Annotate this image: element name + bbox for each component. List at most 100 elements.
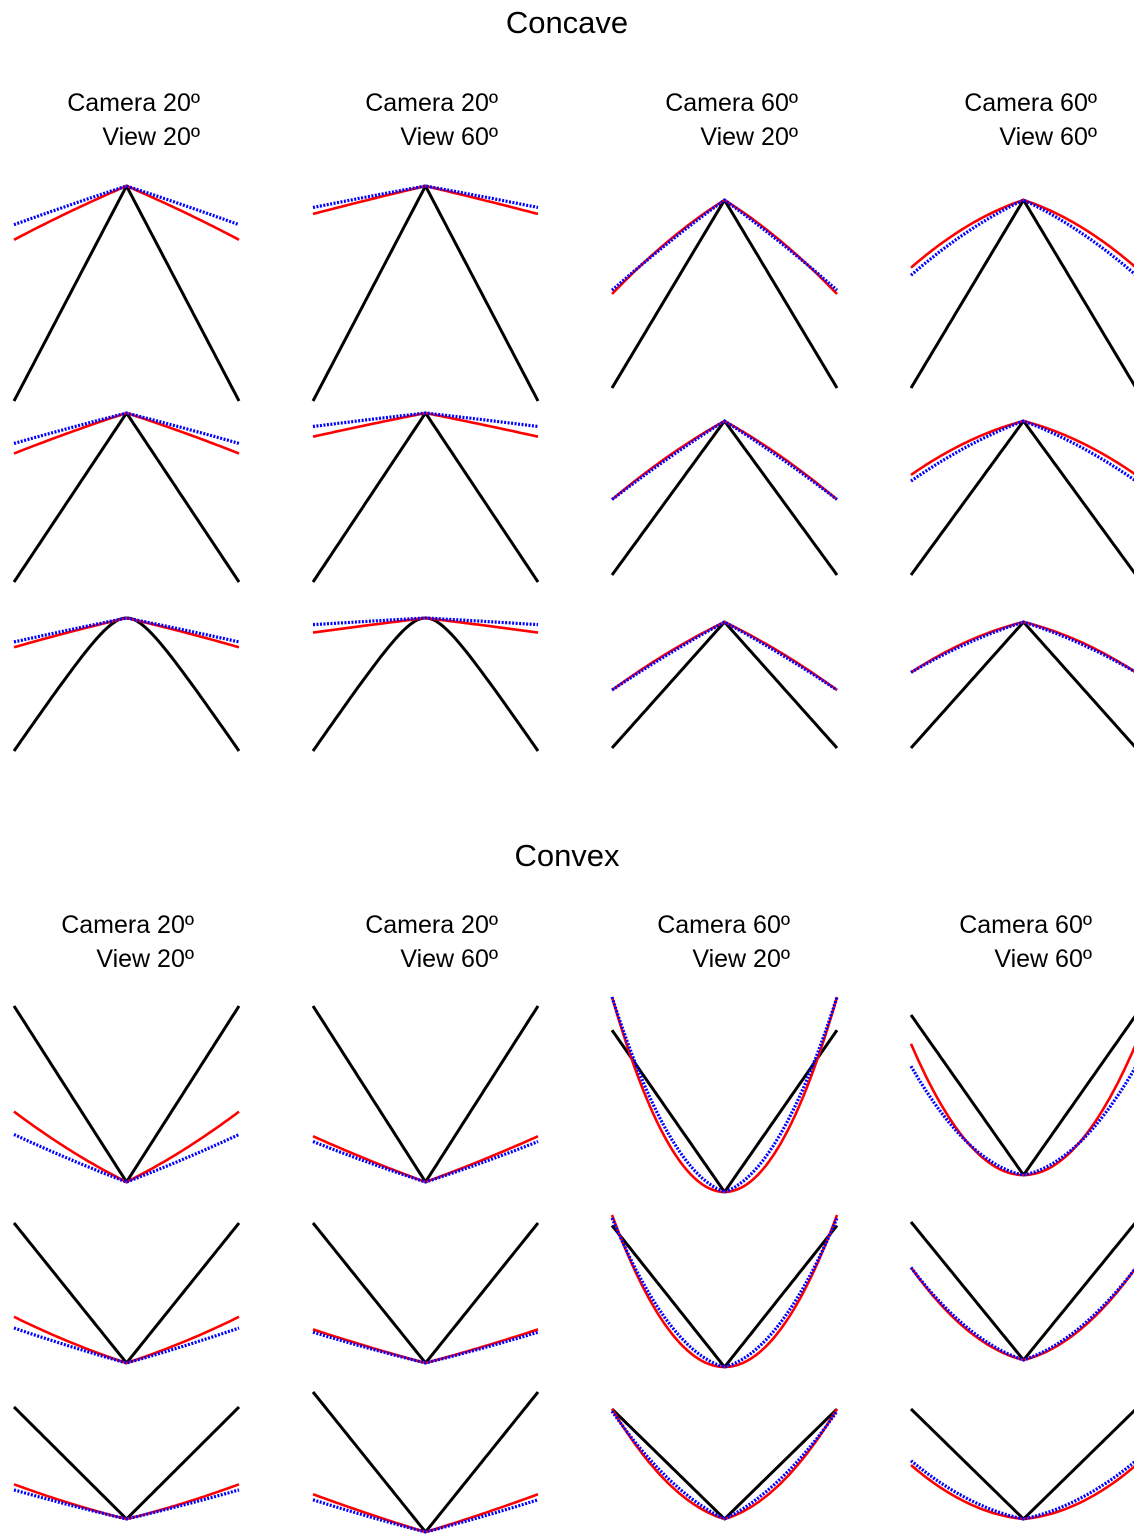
camera-label: Camera 20º	[61, 911, 194, 939]
view-label: View 20º	[700, 123, 798, 151]
measured-line	[610, 1217, 839, 1369]
model-line	[13, 616, 240, 649]
convex-title: Convex	[514, 838, 620, 873]
measured-line	[611, 419, 838, 501]
view-label: View 60º	[400, 945, 498, 973]
concave-title: Concave	[505, 5, 629, 40]
panel-convex-r2-c4	[909, 1221, 1134, 1362]
reference-line	[610, 1224, 839, 1369]
panel-concave-r2-c4	[909, 419, 1134, 576]
measured-line	[13, 411, 240, 445]
model-line	[610, 996, 839, 1194]
concave-col-header-1: Camera 20º View 20º	[0, 86, 200, 154]
concave-col-header-3: Camera 60º View 20º	[538, 86, 798, 154]
model-line	[13, 1483, 240, 1521]
camera-label: Camera 20º	[67, 89, 200, 117]
measured-line	[909, 1459, 1134, 1521]
measured-line	[312, 1498, 539, 1534]
model-line	[910, 198, 1134, 269]
model-line	[909, 1266, 1134, 1362]
measured-line	[312, 1140, 539, 1184]
model-line	[312, 184, 539, 216]
measured-line	[610, 198, 839, 292]
reference-line	[610, 1407, 839, 1521]
model-line	[312, 1135, 539, 1184]
model-line	[611, 419, 838, 501]
reference-line	[311, 411, 540, 583]
reference-line	[610, 419, 839, 576]
model-line	[13, 1110, 240, 1184]
model-line	[610, 1408, 839, 1521]
reference-line	[12, 1222, 241, 1365]
panel-concave-r1-c4	[909, 198, 1134, 389]
panel-concave-r1-c2	[311, 184, 540, 402]
measured-line	[909, 198, 1134, 277]
reference-line	[12, 1405, 241, 1521]
model-line	[610, 1214, 839, 1369]
panel-concave-r3-c1	[12, 616, 241, 752]
convex-col-header-2: Camera 20º View 60º	[238, 908, 498, 976]
model-line	[611, 198, 838, 295]
panel-convex-r3-c2	[311, 1391, 540, 1534]
concave-col-header-4: Camera 60º View 60º	[837, 86, 1097, 154]
model-line	[611, 620, 838, 692]
reference-line	[12, 411, 241, 583]
model-line	[312, 411, 539, 438]
model-line	[312, 616, 539, 634]
measured-line	[610, 1410, 839, 1521]
measured-line	[910, 419, 1134, 483]
camera-label: Camera 60º	[964, 89, 1097, 117]
measured-line	[312, 1330, 539, 1365]
view-label: View 20º	[96, 945, 194, 973]
chart-convex	[12, 996, 1134, 1534]
panel-concave-r1-c3	[610, 198, 839, 389]
panel-concave-r2-c1	[12, 411, 241, 583]
measured-line	[312, 616, 539, 627]
convex-col-header-1: Camera 20º View 20º	[0, 908, 194, 976]
reference-line	[311, 616, 540, 752]
measured-line	[13, 184, 240, 227]
panel-convex-r3-c1	[12, 1405, 241, 1521]
view-label: View 20º	[102, 123, 200, 151]
reference-line	[909, 1407, 1134, 1521]
measured-line	[312, 184, 539, 210]
reference-line	[909, 1014, 1134, 1177]
model-line	[312, 1328, 539, 1365]
model-line	[909, 1043, 1134, 1177]
model-line	[910, 1464, 1134, 1521]
panel-convex-r2-c3	[610, 1214, 839, 1369]
chart-concave	[12, 184, 1134, 752]
measured-line	[13, 1133, 240, 1184]
camera-label: Camera 20º	[365, 911, 498, 939]
panel-convex-r1-c1	[12, 1005, 241, 1184]
reference-line	[610, 198, 839, 389]
panel-convex-r3-c3	[610, 1407, 839, 1521]
panel-concave-r2-c3	[610, 419, 839, 576]
panel-concave-r3-c4	[909, 620, 1134, 750]
reference-line	[909, 1221, 1134, 1362]
view-label: View 60º	[400, 123, 498, 151]
view-label: View 60º	[994, 945, 1092, 973]
measured-line	[610, 996, 839, 1194]
reference-line	[909, 198, 1134, 389]
view-label: View 60º	[999, 123, 1097, 151]
panel-convex-r3-c4	[909, 1407, 1134, 1521]
panel-convex-r2-c1	[12, 1222, 241, 1365]
camera-label: Camera 60º	[959, 911, 1092, 939]
reference-line	[909, 419, 1134, 576]
reference-line	[610, 620, 839, 750]
reference-line	[610, 1029, 839, 1194]
measured-line	[611, 620, 838, 692]
panel-concave-r3-c2	[311, 616, 540, 752]
camera-label: Camera 60º	[665, 89, 798, 117]
measured-line	[909, 1065, 1134, 1177]
convex-col-header-3: Camera 60º View 20º	[530, 908, 790, 976]
camera-label: Camera 60º	[657, 911, 790, 939]
measured-line	[910, 620, 1134, 674]
measured-line	[13, 1488, 240, 1521]
panel-convex-r1-c2	[311, 1005, 540, 1184]
panel-concave-r3-c3	[610, 620, 839, 750]
panel-concave-r2-c2	[311, 411, 540, 583]
convex-col-header-4: Camera 60º View 60º	[832, 908, 1092, 976]
